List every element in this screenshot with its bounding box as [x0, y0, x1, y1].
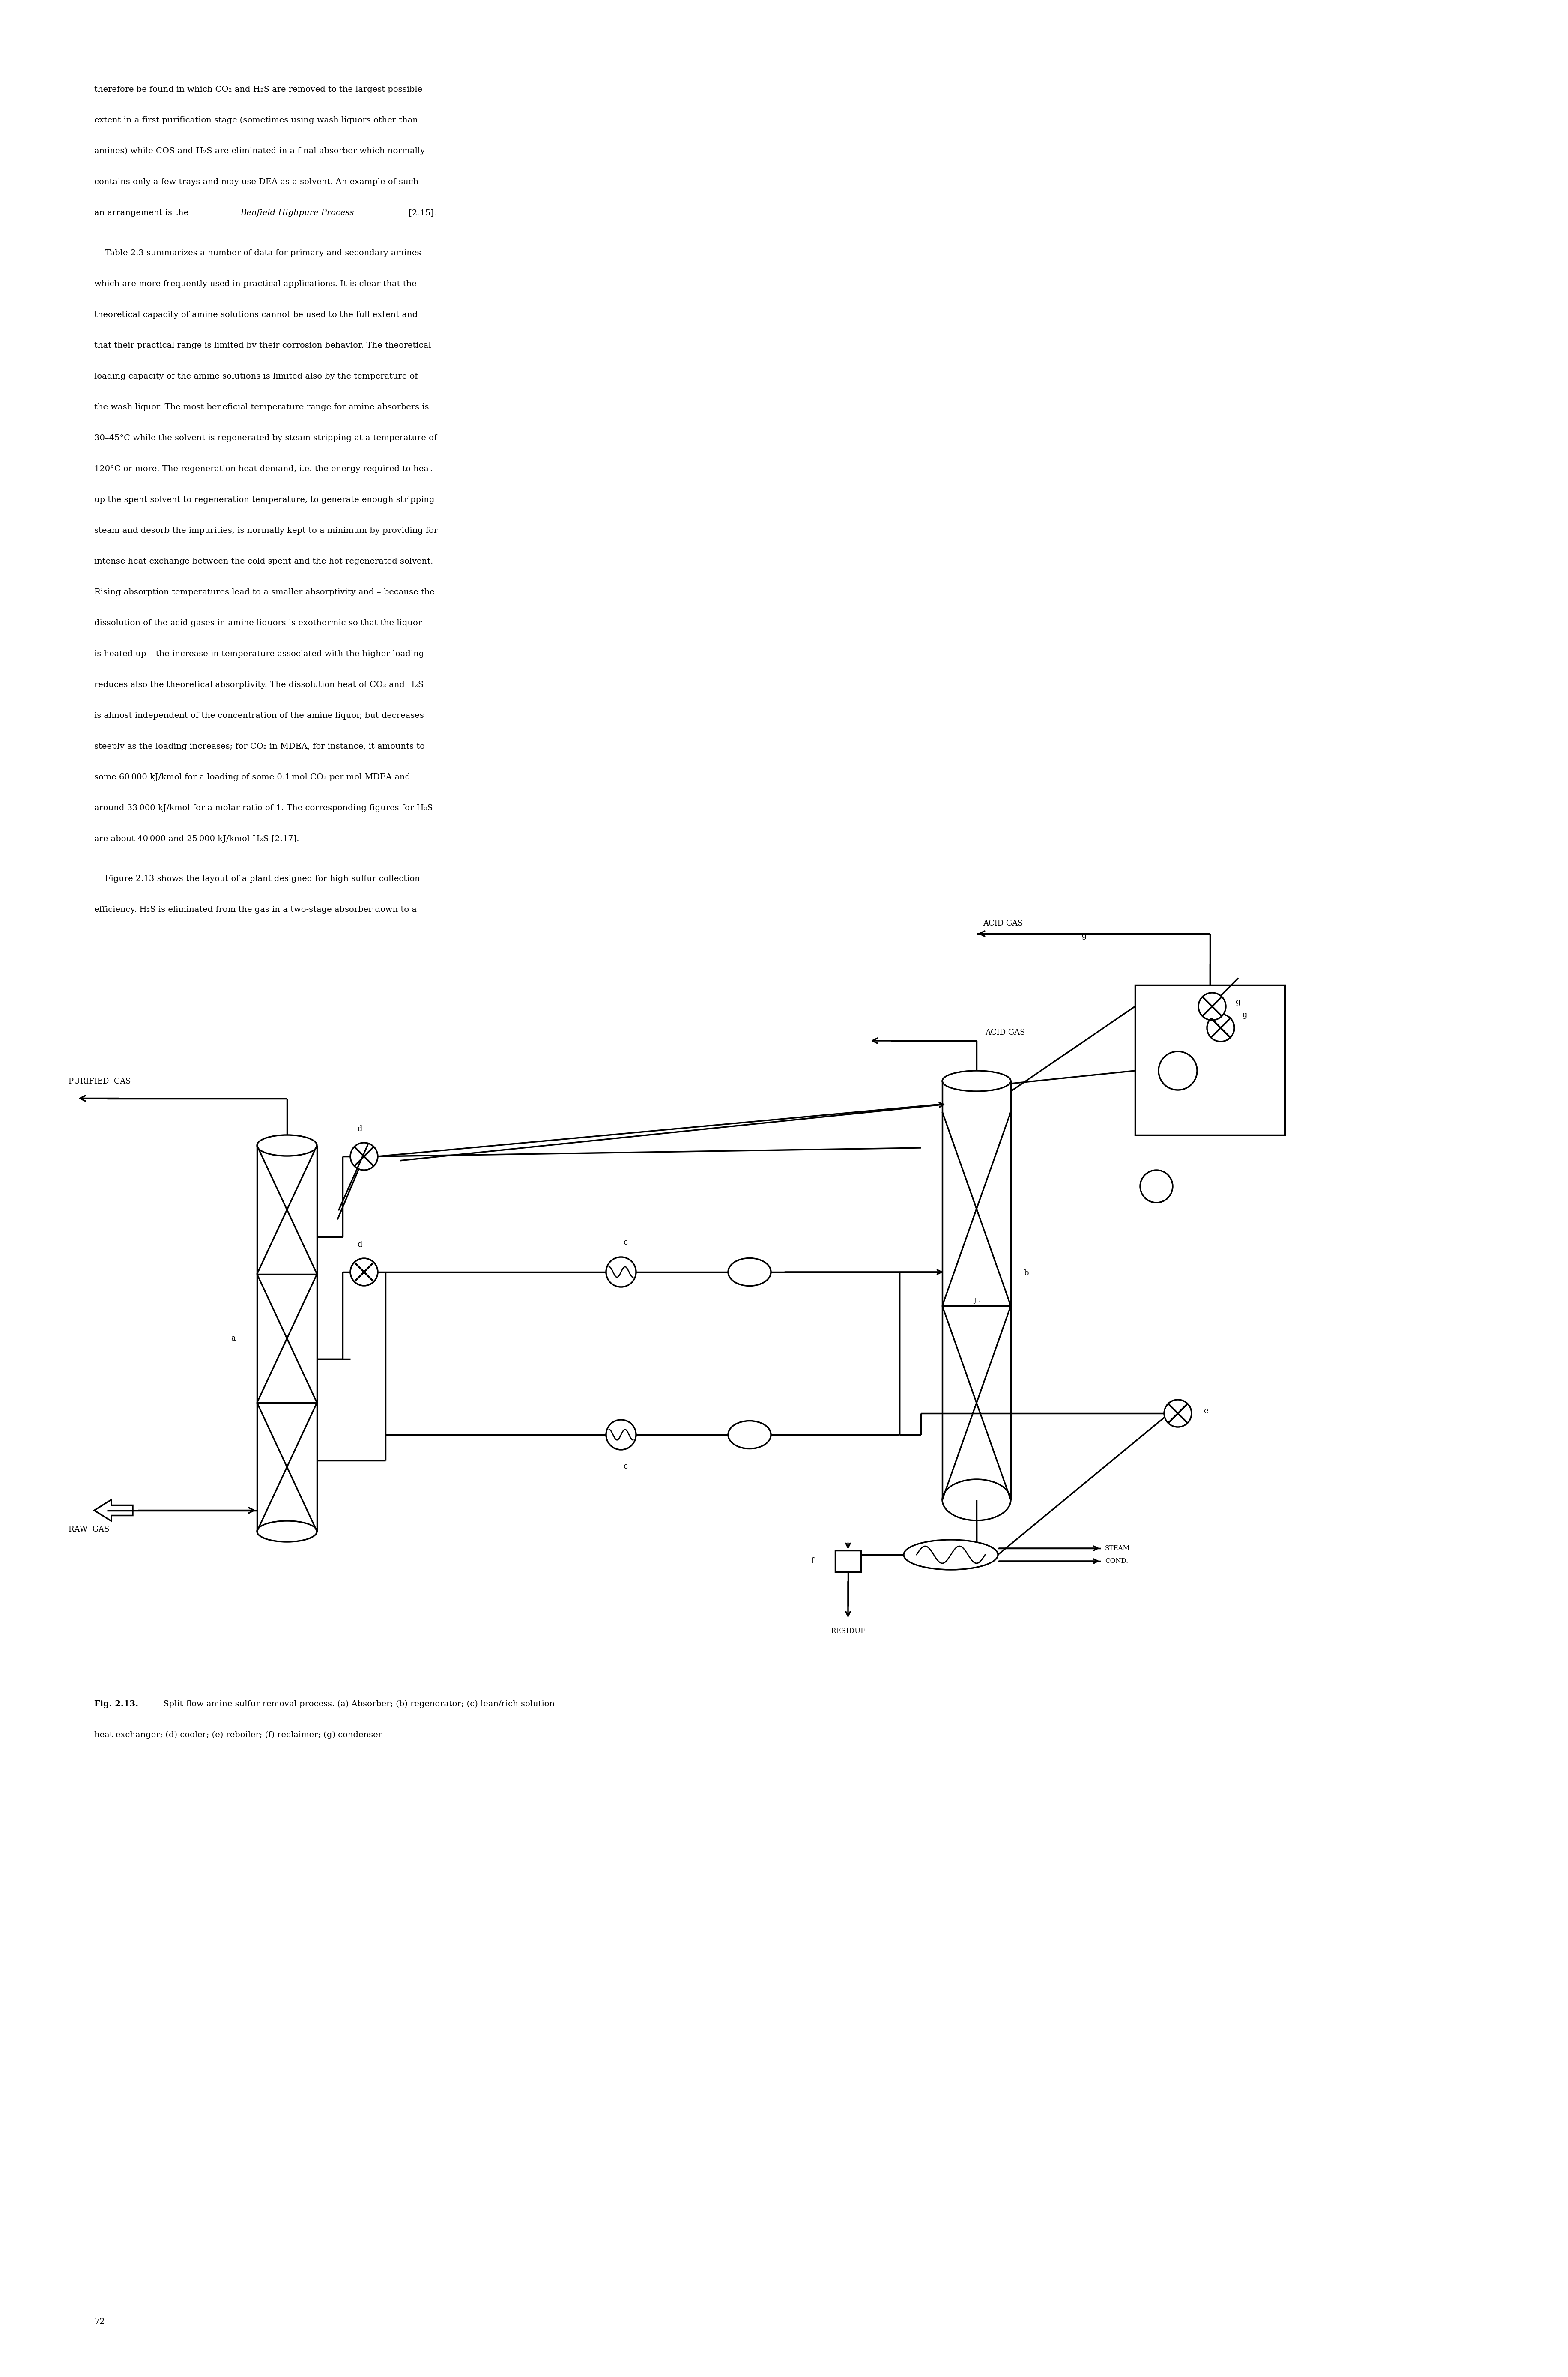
Text: d: d — [358, 1241, 362, 1248]
Circle shape — [1163, 1400, 1192, 1426]
Text: extent in a first purification stage (sometimes using wash liquors other than: extent in a first purification stage (so… — [94, 116, 419, 124]
Polygon shape — [1168, 1405, 1187, 1424]
Text: that their practical range is limited by their corrosion behavior. The theoretic: that their practical range is limited by… — [94, 342, 431, 349]
Text: c: c — [622, 1238, 627, 1246]
Text: Fig. 2.13.: Fig. 2.13. — [94, 1700, 138, 1709]
Text: Split flow amine sulfur removal process. (a) Absorber; (b) regenerator; (c) lean: Split flow amine sulfur removal process.… — [160, 1700, 555, 1709]
Text: JL: JL — [974, 1298, 980, 1303]
Text: g: g — [1082, 932, 1087, 939]
Bar — [836, 1550, 861, 1571]
Ellipse shape — [903, 1540, 997, 1569]
Text: dissolution of the acid gases in amine liquors is exothermic so that the liquor: dissolution of the acid gases in amine l… — [94, 618, 422, 628]
Circle shape — [607, 1257, 637, 1286]
Text: STEAM: STEAM — [1105, 1545, 1131, 1552]
Polygon shape — [1168, 1405, 1187, 1424]
Polygon shape — [1210, 1017, 1231, 1039]
Polygon shape — [354, 1262, 373, 1281]
Circle shape — [350, 1143, 378, 1169]
Text: g: g — [1242, 1010, 1247, 1020]
Polygon shape — [354, 1146, 373, 1167]
Circle shape — [350, 1257, 378, 1286]
Text: the wash liquor. The most beneficial temperature range for amine absorbers is: the wash liquor. The most beneficial tem… — [94, 404, 430, 411]
Text: [2.15].: [2.15]. — [406, 209, 437, 216]
Text: reduces also the theoretical absorptivity. The dissolution heat of CO₂ and H₂S: reduces also the theoretical absorptivit… — [94, 680, 423, 689]
Polygon shape — [1210, 1017, 1231, 1039]
Text: Table 2.3 summarizes a number of data for primary and secondary amines: Table 2.3 summarizes a number of data fo… — [94, 250, 422, 257]
Text: ACID GAS: ACID GAS — [985, 1029, 1025, 1036]
Polygon shape — [354, 1262, 373, 1281]
Text: loading capacity of the amine solutions is limited also by the temperature of: loading capacity of the amine solutions … — [94, 373, 417, 380]
Circle shape — [1207, 1015, 1234, 1041]
Text: d: d — [358, 1124, 362, 1134]
Text: 72: 72 — [94, 2318, 105, 2325]
Text: 30–45°C while the solvent is regenerated by steam stripping at a temperature of: 30–45°C while the solvent is regenerated… — [94, 435, 437, 442]
Polygon shape — [1203, 996, 1221, 1017]
Text: 120°C or more. The regeneration heat demand, i.e. the energy required to heat: 120°C or more. The regeneration heat dem… — [94, 466, 433, 473]
Text: e: e — [1204, 1407, 1207, 1414]
Text: Figure 2.13 shows the layout of a plant designed for high sulfur collection: Figure 2.13 shows the layout of a plant … — [94, 875, 420, 882]
Circle shape — [607, 1419, 637, 1450]
Text: steam and desorb the impurities, is normally kept to a minimum by providing for: steam and desorb the impurities, is norm… — [94, 528, 437, 535]
Text: therefore be found in which CO₂ and H₂S are removed to the largest possible: therefore be found in which CO₂ and H₂S … — [94, 86, 422, 93]
Text: are about 40 000 and 25 000 kJ/kmol H₂S [2.17].: are about 40 000 and 25 000 kJ/kmol H₂S … — [94, 834, 299, 844]
Text: around 33 000 kJ/kmol for a molar ratio of 1. The corresponding figures for H₂S: around 33 000 kJ/kmol for a molar ratio … — [94, 803, 433, 813]
Text: Benfield Highpure Process: Benfield Highpure Process — [240, 209, 354, 216]
Text: c: c — [622, 1462, 627, 1471]
Text: intense heat exchange between the cold spent and the hot regenerated solvent.: intense heat exchange between the cold s… — [94, 559, 433, 566]
Text: up the spent solvent to regeneration temperature, to generate enough stripping: up the spent solvent to regeneration tem… — [94, 497, 434, 504]
Text: PURIFIED  GAS: PURIFIED GAS — [69, 1077, 130, 1086]
Text: contains only a few trays and may use DEA as a solvent. An example of such: contains only a few trays and may use DE… — [94, 178, 419, 185]
Text: amines) while COS and H₂S are eliminated in a final absorber which normally: amines) while COS and H₂S are eliminated… — [94, 147, 425, 155]
Text: heat exchanger; (d) cooler; (e) reboiler; (f) reclaimer; (g) condenser: heat exchanger; (d) cooler; (e) reboiler… — [94, 1730, 383, 1740]
Text: some 60 000 kJ/kmol for a loading of some 0.1 mol CO₂ per mol MDEA and: some 60 000 kJ/kmol for a loading of som… — [94, 773, 411, 782]
Text: b: b — [1024, 1269, 1029, 1276]
Text: RESIDUE: RESIDUE — [831, 1628, 866, 1635]
Circle shape — [1198, 994, 1226, 1020]
Text: COND.: COND. — [1105, 1557, 1127, 1564]
Text: f: f — [811, 1557, 814, 1564]
Text: efficiency. H₂S is eliminated from the gas in a two-stage absorber down to a: efficiency. H₂S is eliminated from the g… — [94, 906, 417, 913]
Text: an arrangement is the: an arrangement is the — [94, 209, 191, 216]
Text: Rising absorption temperatures lead to a smaller absorptivity and – because the: Rising absorption temperatures lead to a… — [94, 587, 434, 597]
Text: which are more frequently used in practical applications. It is clear that the: which are more frequently used in practi… — [94, 280, 417, 288]
Text: ACID GAS: ACID GAS — [983, 920, 1022, 927]
Text: steeply as the loading increases; for CO₂ in MDEA, for instance, it amounts to: steeply as the loading increases; for CO… — [94, 742, 425, 751]
Text: g: g — [1236, 998, 1240, 1005]
Text: a: a — [230, 1333, 235, 1343]
Text: theoretical capacity of amine solutions cannot be used to the full extent and: theoretical capacity of amine solutions … — [94, 311, 417, 319]
Polygon shape — [1203, 996, 1221, 1017]
Bar — [1135, 984, 1284, 1134]
Polygon shape — [354, 1146, 373, 1167]
Text: RAW  GAS: RAW GAS — [69, 1526, 110, 1533]
Text: is heated up – the increase in temperature associated with the higher loading: is heated up – the increase in temperatu… — [94, 649, 423, 658]
Text: is almost independent of the concentration of the amine liquor, but decreases: is almost independent of the concentrati… — [94, 711, 423, 720]
